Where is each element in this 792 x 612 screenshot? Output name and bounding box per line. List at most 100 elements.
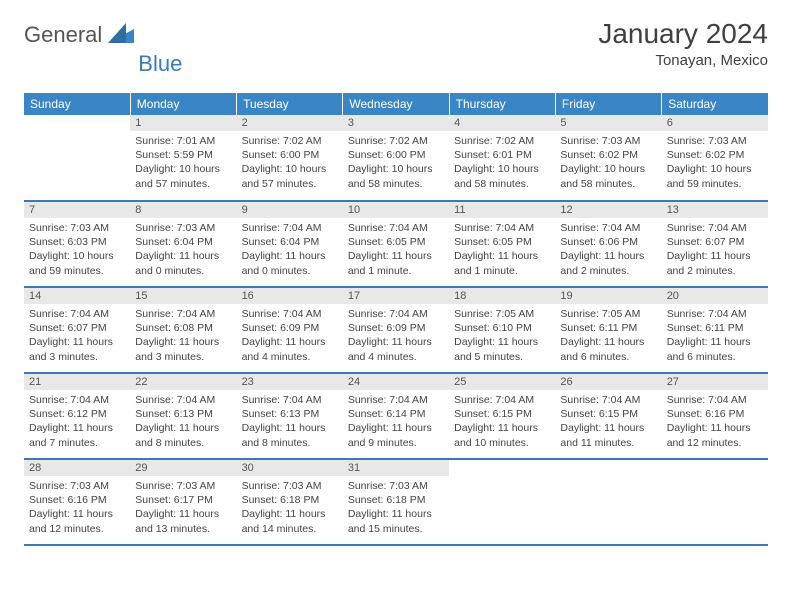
sunrise-text: Sunrise: 7:04 AM xyxy=(242,393,338,407)
day-cell: 26Sunrise: 7:04 AMSunset: 6:15 PMDayligh… xyxy=(555,373,661,459)
day-cell: 18Sunrise: 7:05 AMSunset: 6:10 PMDayligh… xyxy=(449,287,555,373)
sunrise-text: Sunrise: 7:02 AM xyxy=(242,134,338,148)
daylight-text: Daylight: 11 hours and 10 minutes. xyxy=(454,421,550,449)
day-content: Sunrise: 7:02 AMSunset: 6:00 PMDaylight:… xyxy=(237,131,343,195)
week-row: 7Sunrise: 7:03 AMSunset: 6:03 PMDaylight… xyxy=(24,201,768,287)
daylight-text: Daylight: 11 hours and 7 minutes. xyxy=(29,421,125,449)
sunrise-text: Sunrise: 7:04 AM xyxy=(667,393,763,407)
day-number: 5 xyxy=(555,115,661,131)
daylight-text: Daylight: 11 hours and 2 minutes. xyxy=(667,249,763,277)
day-cell: 27Sunrise: 7:04 AMSunset: 6:16 PMDayligh… xyxy=(662,373,768,459)
day-cell: 8Sunrise: 7:03 AMSunset: 6:04 PMDaylight… xyxy=(130,201,236,287)
title-block: January 2024 Tonayan, Mexico xyxy=(598,18,768,69)
day-content: Sunrise: 7:02 AMSunset: 6:01 PMDaylight:… xyxy=(449,131,555,195)
sunrise-text: Sunrise: 7:04 AM xyxy=(29,307,125,321)
sunset-text: Sunset: 6:16 PM xyxy=(29,493,125,507)
calendar-head: Sunday Monday Tuesday Wednesday Thursday… xyxy=(24,93,768,115)
dow-header: Tuesday xyxy=(237,93,343,115)
sunset-text: Sunset: 6:10 PM xyxy=(454,321,550,335)
dow-row: Sunday Monday Tuesday Wednesday Thursday… xyxy=(24,93,768,115)
sunset-text: Sunset: 6:11 PM xyxy=(667,321,763,335)
day-cell: 6Sunrise: 7:03 AMSunset: 6:02 PMDaylight… xyxy=(662,115,768,201)
sunset-text: Sunset: 6:03 PM xyxy=(29,235,125,249)
day-number: 22 xyxy=(130,374,236,390)
daylight-text: Daylight: 10 hours and 58 minutes. xyxy=(560,162,656,190)
day-number: 17 xyxy=(343,288,449,304)
daylight-text: Daylight: 11 hours and 4 minutes. xyxy=(348,335,444,363)
dow-header: Sunday xyxy=(24,93,130,115)
sunset-text: Sunset: 6:05 PM xyxy=(348,235,444,249)
sunrise-text: Sunrise: 7:04 AM xyxy=(242,221,338,235)
sunrise-text: Sunrise: 7:04 AM xyxy=(242,307,338,321)
brand-text-blue: Blue xyxy=(138,51,182,77)
sunset-text: Sunset: 6:14 PM xyxy=(348,407,444,421)
day-content: Sunrise: 7:04 AMSunset: 6:05 PMDaylight:… xyxy=(343,218,449,282)
day-cell: 5Sunrise: 7:03 AMSunset: 6:02 PMDaylight… xyxy=(555,115,661,201)
day-number: 29 xyxy=(130,460,236,476)
day-number: 13 xyxy=(662,202,768,218)
calendar-table: Sunday Monday Tuesday Wednesday Thursday… xyxy=(24,93,768,546)
day-content: Sunrise: 7:03 AMSunset: 6:03 PMDaylight:… xyxy=(24,218,130,282)
day-number: 23 xyxy=(237,374,343,390)
day-content: Sunrise: 7:03 AMSunset: 6:02 PMDaylight:… xyxy=(555,131,661,195)
day-cell: 2Sunrise: 7:02 AMSunset: 6:00 PMDaylight… xyxy=(237,115,343,201)
day-content: Sunrise: 7:05 AMSunset: 6:11 PMDaylight:… xyxy=(555,304,661,368)
day-cell xyxy=(449,459,555,545)
sunrise-text: Sunrise: 7:04 AM xyxy=(667,307,763,321)
brand-mark-icon xyxy=(108,23,134,48)
day-number: 20 xyxy=(662,288,768,304)
sunrise-text: Sunrise: 7:02 AM xyxy=(454,134,550,148)
daylight-text: Daylight: 11 hours and 8 minutes. xyxy=(242,421,338,449)
daylight-text: Daylight: 10 hours and 57 minutes. xyxy=(135,162,231,190)
week-row: 21Sunrise: 7:04 AMSunset: 6:12 PMDayligh… xyxy=(24,373,768,459)
day-cell: 23Sunrise: 7:04 AMSunset: 6:13 PMDayligh… xyxy=(237,373,343,459)
day-content: Sunrise: 7:03 AMSunset: 6:18 PMDaylight:… xyxy=(343,476,449,540)
sunrise-text: Sunrise: 7:04 AM xyxy=(560,221,656,235)
sunset-text: Sunset: 6:02 PM xyxy=(560,148,656,162)
day-content: Sunrise: 7:04 AMSunset: 6:04 PMDaylight:… xyxy=(237,218,343,282)
day-cell: 20Sunrise: 7:04 AMSunset: 6:11 PMDayligh… xyxy=(662,287,768,373)
daylight-text: Daylight: 11 hours and 3 minutes. xyxy=(29,335,125,363)
daylight-text: Daylight: 11 hours and 4 minutes. xyxy=(242,335,338,363)
daylight-text: Daylight: 11 hours and 12 minutes. xyxy=(667,421,763,449)
daylight-text: Daylight: 10 hours and 59 minutes. xyxy=(29,249,125,277)
day-cell: 16Sunrise: 7:04 AMSunset: 6:09 PMDayligh… xyxy=(237,287,343,373)
sunset-text: Sunset: 6:07 PM xyxy=(667,235,763,249)
sunrise-text: Sunrise: 7:03 AM xyxy=(242,479,338,493)
day-cell: 12Sunrise: 7:04 AMSunset: 6:06 PMDayligh… xyxy=(555,201,661,287)
sunset-text: Sunset: 6:05 PM xyxy=(454,235,550,249)
day-content: Sunrise: 7:04 AMSunset: 6:09 PMDaylight:… xyxy=(343,304,449,368)
sunrise-text: Sunrise: 7:04 AM xyxy=(135,393,231,407)
sunset-text: Sunset: 6:04 PM xyxy=(242,235,338,249)
sunrise-text: Sunrise: 7:02 AM xyxy=(348,134,444,148)
day-content: Sunrise: 7:03 AMSunset: 6:02 PMDaylight:… xyxy=(662,131,768,195)
daylight-text: Daylight: 11 hours and 5 minutes. xyxy=(454,335,550,363)
day-content: Sunrise: 7:04 AMSunset: 6:12 PMDaylight:… xyxy=(24,390,130,454)
day-content: Sunrise: 7:04 AMSunset: 6:15 PMDaylight:… xyxy=(449,390,555,454)
sunset-text: Sunset: 5:59 PM xyxy=(135,148,231,162)
day-number: 14 xyxy=(24,288,130,304)
day-number: 19 xyxy=(555,288,661,304)
sunset-text: Sunset: 6:00 PM xyxy=(242,148,338,162)
day-cell: 4Sunrise: 7:02 AMSunset: 6:01 PMDaylight… xyxy=(449,115,555,201)
day-cell: 25Sunrise: 7:04 AMSunset: 6:15 PMDayligh… xyxy=(449,373,555,459)
sunrise-text: Sunrise: 7:04 AM xyxy=(454,221,550,235)
dow-header: Monday xyxy=(130,93,236,115)
day-number: 15 xyxy=(130,288,236,304)
sunrise-text: Sunrise: 7:05 AM xyxy=(560,307,656,321)
day-content: Sunrise: 7:04 AMSunset: 6:07 PMDaylight:… xyxy=(24,304,130,368)
sunrise-text: Sunrise: 7:03 AM xyxy=(667,134,763,148)
sunset-text: Sunset: 6:07 PM xyxy=(29,321,125,335)
sunset-text: Sunset: 6:18 PM xyxy=(348,493,444,507)
day-number: 25 xyxy=(449,374,555,390)
week-row: 14Sunrise: 7:04 AMSunset: 6:07 PMDayligh… xyxy=(24,287,768,373)
daylight-text: Daylight: 11 hours and 14 minutes. xyxy=(242,507,338,535)
sunrise-text: Sunrise: 7:04 AM xyxy=(454,393,550,407)
brand-text-general: General xyxy=(24,22,102,48)
daylight-text: Daylight: 10 hours and 57 minutes. xyxy=(242,162,338,190)
day-number: 16 xyxy=(237,288,343,304)
day-number: 31 xyxy=(343,460,449,476)
day-number: 11 xyxy=(449,202,555,218)
sunrise-text: Sunrise: 7:03 AM xyxy=(29,479,125,493)
dow-header: Thursday xyxy=(449,93,555,115)
